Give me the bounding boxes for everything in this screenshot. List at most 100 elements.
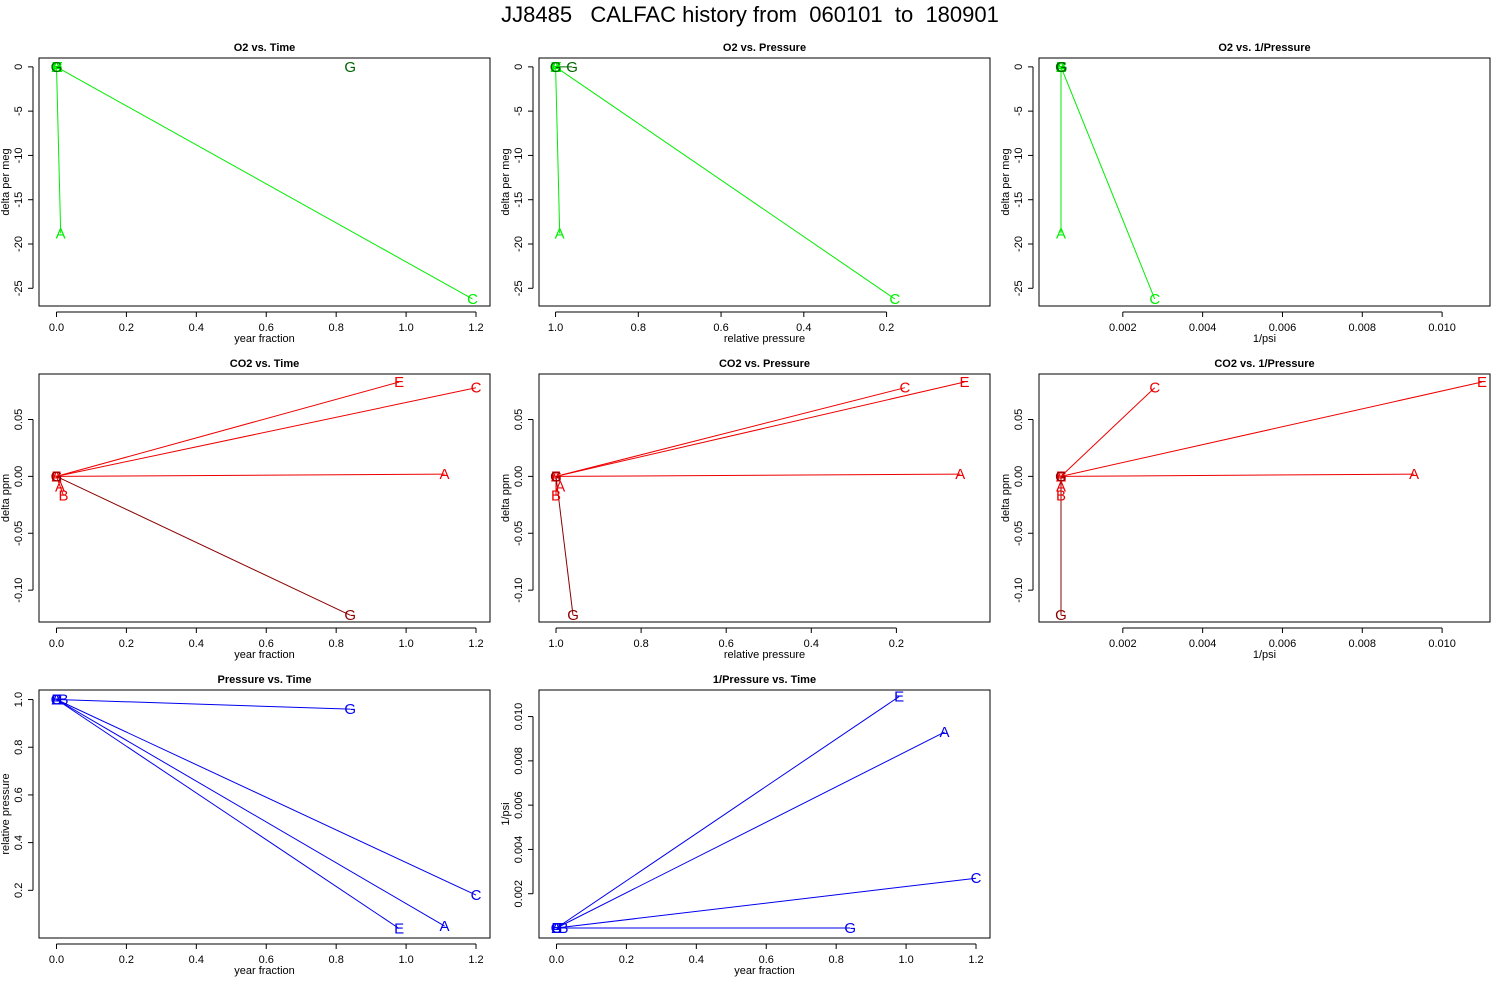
y-axis-label: delta ppm [1000, 474, 1012, 522]
panel-title: O2 vs. Pressure [723, 42, 806, 54]
x-tick-label: 0.008 [1349, 638, 1377, 650]
point-marker-A: A [55, 479, 65, 496]
y-tick-label: 0.00 [13, 466, 25, 487]
point-marker-E: E [51, 692, 61, 709]
series-line-C [555, 387, 906, 477]
point-marker-E: E [894, 689, 904, 706]
x-tick-label: 1.2 [468, 322, 483, 334]
point-marker-E: E [394, 920, 404, 937]
x-tick-label: 0.4 [689, 954, 704, 966]
series-line-E [555, 381, 965, 477]
y-axis-label: delta per meg [1000, 148, 1012, 215]
x-tick-label: 0.4 [804, 638, 819, 650]
point-marker-A: A [440, 918, 450, 935]
point-marker-B: B [58, 488, 68, 505]
x-tick-label: 0.8 [329, 638, 344, 650]
point-marker-A: A [1409, 466, 1419, 483]
y-tick-label: -20 [513, 236, 525, 252]
y-axis-label: delta ppm [0, 474, 12, 522]
point-marker-C: C [51, 692, 62, 709]
point-marker-G: G [344, 59, 356, 76]
y-tick-label: 0.00 [513, 466, 525, 487]
series-line-A [56, 473, 445, 477]
point-marker-E: E [51, 59, 61, 76]
point-marker-G: G [550, 468, 562, 485]
panel-co2-pressure: CO2 vs. Pressure 1.0 0.8 0.6 0.4 0.2 relative … [500, 358, 991, 661]
point-marker-G: G [1056, 59, 1068, 76]
point-marker-A: A [440, 466, 450, 483]
y-tick-label: 0.008 [513, 747, 525, 775]
x-tick-label: 0.4 [189, 638, 204, 650]
point-marker-G: G [566, 59, 578, 76]
x-tick-label: 0.2 [879, 322, 894, 334]
x-tick-label: 0.6 [259, 322, 274, 334]
y-tick-label: -0.10 [1013, 578, 1025, 603]
point-marker-A: A [555, 225, 565, 242]
series-line-G [56, 475, 351, 616]
x-tick-label: 0.8 [329, 954, 344, 966]
y-tick-label: -5 [513, 106, 525, 116]
x-tick-label: 0.010 [1428, 322, 1456, 334]
y-tick-label: -5 [1013, 106, 1025, 116]
point-marker-B: B [1056, 468, 1066, 485]
x-axis-label: relative pressure [724, 649, 805, 661]
series-line-E [1060, 381, 1483, 477]
y-tick-label: 1.0 [13, 692, 25, 707]
plot-frame [538, 57, 991, 307]
point-marker-G: G [344, 701, 356, 718]
x-tick-label: 0.0 [49, 638, 64, 650]
series-line-A [1060, 473, 1415, 477]
y-tick-label: -10 [1013, 147, 1025, 163]
series-line-C [56, 66, 473, 300]
series-line-C [1060, 66, 1156, 300]
point-marker-B: B [551, 468, 561, 485]
x-tick-label: 0.6 [259, 954, 274, 966]
y-axis-label: 1/psi [500, 802, 512, 825]
point-marker-C: C [1056, 468, 1067, 485]
point-marker-E: E [1056, 468, 1066, 485]
x-tick-label: 0.4 [189, 322, 204, 334]
y-axis-label: delta ppm [500, 474, 512, 522]
y-tick-label: -10 [13, 147, 25, 163]
point-marker-C: C [471, 887, 482, 904]
y-tick-label: -15 [1013, 192, 1025, 208]
point-marker-E: E [552, 59, 562, 76]
point-marker-G: G [551, 920, 563, 937]
point-marker-A: A [551, 468, 561, 485]
point-marker-G: G [51, 692, 63, 709]
x-tick-label: 0.2 [889, 638, 904, 650]
x-tick-label: 0.2 [619, 954, 634, 966]
panel-o2-inv-pressure: O2 vs. 1/Pressure 0.002 0.004 0.006 0.008 0.0… [1000, 42, 1491, 345]
point-marker-A: A [51, 468, 61, 485]
panel-o2-time: O2 vs. Time 0.0 0.2 0.4 0.6 0.8 1.0 1.2 year fra… [0, 42, 491, 345]
y-tick-label: 0 [513, 64, 525, 70]
x-tick-label: 0.008 [1349, 322, 1377, 334]
series-line-C [556, 877, 977, 929]
x-axis-label: 1/psi [1253, 649, 1276, 661]
x-tick-label: 0.002 [1109, 322, 1137, 334]
x-tick-label: 0.006 [1269, 638, 1297, 650]
panel-title: Pressure vs. Time [218, 674, 312, 686]
point-marker-B: B [53, 59, 63, 76]
x-tick-label: 0.4 [189, 954, 204, 966]
point-marker-A: A [51, 692, 61, 709]
y-tick-label: -25 [1013, 280, 1025, 296]
plot-frame [538, 373, 991, 623]
point-marker-G: G [550, 59, 562, 76]
point-marker-E: E [551, 920, 561, 937]
point-marker-A: A [1056, 59, 1066, 76]
point-marker-G: G [1055, 468, 1067, 485]
point-marker-C: C [51, 468, 62, 485]
point-marker-A: A [1056, 225, 1066, 242]
series-line-E [556, 696, 900, 929]
point-marker-A: A [555, 479, 565, 496]
x-tick-label: 0.2 [119, 638, 134, 650]
point-marker-A: A [940, 724, 950, 741]
x-tick-label: 0.002 [1109, 638, 1137, 650]
point-marker-E: E [959, 374, 969, 391]
series-line-A [56, 699, 445, 927]
point-marker-C: C [1149, 380, 1160, 397]
panel-co2-time: CO2 vs. Time 0.0 0.2 0.4 0.6 0.8 1.0 1.2 year fr… [0, 358, 491, 661]
x-axis-label: year fraction [734, 965, 795, 977]
